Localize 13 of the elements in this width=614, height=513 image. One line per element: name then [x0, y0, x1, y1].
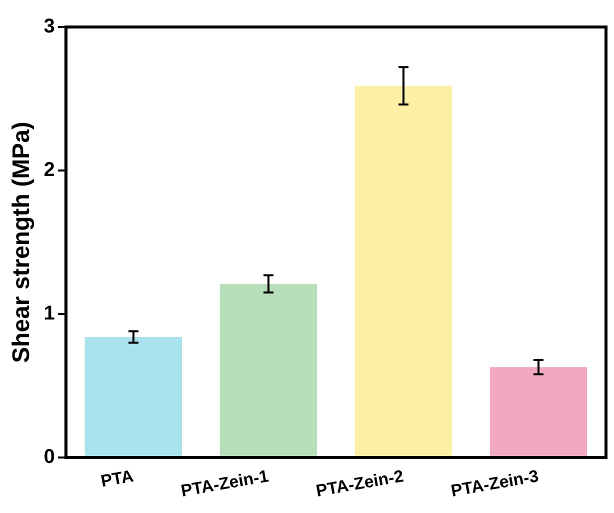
y-tick-label: 1: [44, 302, 55, 325]
x-tick-label: PTA-Zein-2: [314, 466, 405, 501]
bar: [84, 336, 182, 458]
bar: [354, 86, 452, 458]
y-tick-label: 2: [44, 159, 55, 182]
x-tick-label: PTA: [99, 466, 135, 491]
bar: [490, 367, 588, 458]
y-axis-title: Shear strength (MPa): [8, 122, 36, 363]
y-tick-label: 0: [44, 446, 55, 468]
x-tick-label: PTA-Zein-1: [180, 466, 270, 501]
bar: [220, 284, 318, 458]
y-tick-label: 3: [44, 16, 55, 38]
x-tick-label: PTA-Zein-3: [450, 466, 540, 501]
